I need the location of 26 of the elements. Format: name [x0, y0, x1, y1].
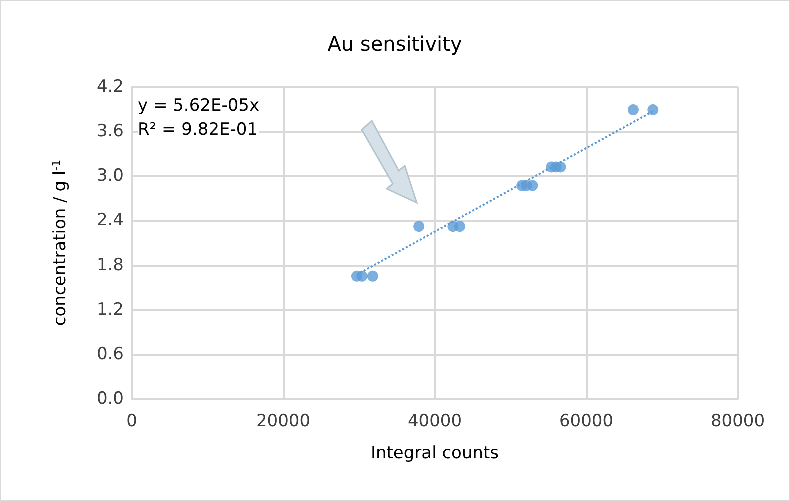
- point: [555, 162, 566, 173]
- y-tick-label: 1.8: [96, 255, 124, 276]
- x-tick-label: 60000: [559, 412, 614, 432]
- y-axis-title: concentration / g l-1: [50, 160, 70, 326]
- point: [367, 270, 378, 282]
- point: [648, 104, 659, 116]
- y-tick-label: 2.4: [96, 210, 124, 231]
- x-tick-label: 80000: [710, 412, 766, 432]
- annotation: y = 5.62E-05x: [138, 96, 260, 116]
- y-tick-label: 1.2: [96, 300, 124, 320]
- x-tick-label: 40000: [408, 412, 462, 432]
- y-tick-label: 0.6: [96, 344, 124, 364]
- x-tick-label: 0: [126, 412, 138, 432]
- point: [628, 104, 639, 116]
- point: [356, 270, 368, 282]
- x-tick-label: 20000: [256, 412, 311, 432]
- point: [527, 180, 538, 192]
- chart-title: Au sensitivity: [328, 32, 462, 56]
- x-axis-title: Integral counts: [370, 444, 500, 464]
- y-tick-label: 4.2: [96, 77, 124, 97]
- point: [414, 221, 425, 232]
- point: [454, 221, 466, 232]
- y-tick-label: 3.6: [96, 122, 124, 142]
- y-tick-label: 0.0: [96, 389, 124, 409]
- annotation: R² = 9.82E-01: [138, 120, 258, 140]
- y-tick-label: 3.0: [96, 166, 124, 186]
